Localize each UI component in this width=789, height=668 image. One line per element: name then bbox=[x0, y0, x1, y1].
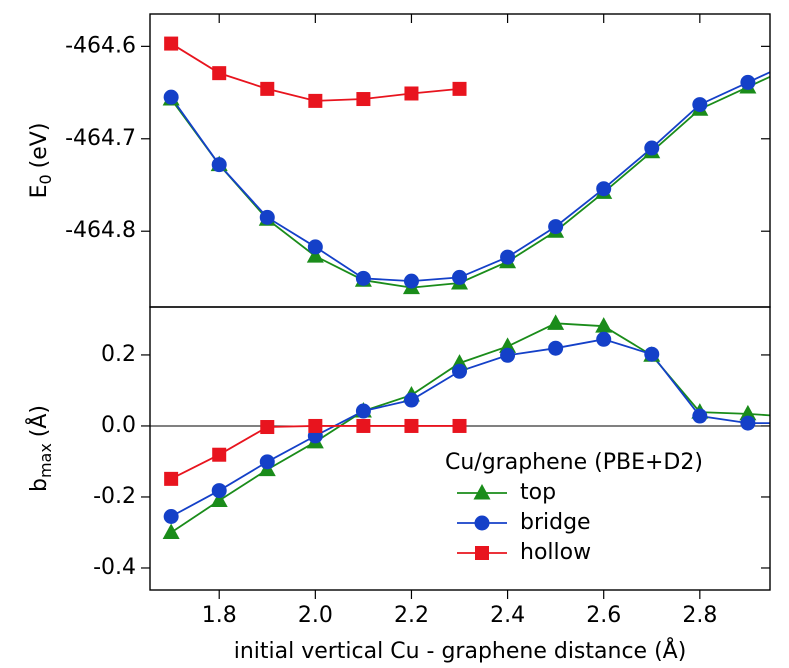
series-line bbox=[170, 71, 770, 283]
y-tick-label: -464.7 bbox=[65, 126, 136, 151]
marker bbox=[740, 415, 756, 431]
marker bbox=[452, 363, 468, 379]
x-tick-label: 2.4 bbox=[490, 603, 525, 628]
marker bbox=[548, 340, 564, 356]
series-line bbox=[170, 322, 770, 534]
marker bbox=[500, 347, 516, 363]
plot-area bbox=[162, 314, 770, 539]
marker bbox=[164, 471, 179, 486]
x-tick-label: 2.8 bbox=[682, 603, 717, 628]
marker bbox=[260, 81, 275, 96]
marker bbox=[740, 74, 756, 90]
marker bbox=[473, 484, 491, 500]
plot-frame bbox=[149, 306, 771, 591]
marker bbox=[211, 157, 227, 173]
y-tick-label: -0.2 bbox=[93, 484, 136, 509]
plot-frame bbox=[149, 13, 771, 308]
y-axis-label-main: E bbox=[27, 185, 52, 199]
marker bbox=[163, 508, 179, 524]
marker bbox=[452, 418, 467, 433]
marker bbox=[452, 269, 468, 285]
marker bbox=[404, 86, 419, 101]
x-tick-label: 2.2 bbox=[394, 603, 429, 628]
legend-label: top bbox=[520, 480, 556, 505]
marker bbox=[308, 418, 323, 433]
x-tick-label: 2.0 bbox=[298, 603, 333, 628]
marker bbox=[355, 403, 371, 419]
y-tick-label: -464.8 bbox=[65, 218, 136, 243]
marker bbox=[356, 92, 371, 107]
marker bbox=[306, 247, 324, 263]
marker bbox=[307, 239, 323, 255]
marker bbox=[212, 447, 227, 462]
marker bbox=[644, 346, 660, 362]
x-tick-label: 2.6 bbox=[586, 603, 621, 628]
marker bbox=[595, 317, 613, 333]
marker bbox=[403, 273, 419, 289]
legend-label: bridge bbox=[520, 510, 591, 535]
marker bbox=[164, 36, 179, 51]
marker bbox=[356, 418, 371, 433]
marker bbox=[452, 81, 467, 96]
series-line bbox=[170, 338, 770, 518]
x-axis-label: initial vertical Cu - graphene distance … bbox=[234, 637, 687, 664]
marker bbox=[260, 420, 275, 435]
legend-label: hollow bbox=[520, 540, 591, 565]
x-tick-label: 1.8 bbox=[202, 603, 237, 628]
y-tick-label: -0.4 bbox=[93, 555, 136, 580]
marker bbox=[474, 515, 490, 531]
marker bbox=[211, 483, 227, 499]
marker bbox=[739, 404, 757, 421]
marker bbox=[475, 546, 489, 560]
y-axis-label: E0 (eV) bbox=[27, 123, 55, 199]
y-axis-label-sub: max bbox=[36, 443, 55, 478]
marker bbox=[692, 97, 708, 113]
y-axis-label-unit: (Å) bbox=[25, 405, 52, 437]
marker bbox=[404, 418, 419, 433]
plot-area bbox=[162, 36, 770, 295]
y-axis-label-sub: 0 bbox=[36, 174, 55, 184]
marker bbox=[259, 209, 275, 225]
marker bbox=[212, 66, 227, 81]
legend-title: Cu/graphene (PBE+D2) bbox=[445, 450, 703, 475]
marker bbox=[163, 89, 179, 105]
marker bbox=[499, 337, 517, 353]
marker bbox=[308, 93, 323, 108]
marker bbox=[692, 408, 708, 424]
marker bbox=[596, 331, 612, 347]
marker bbox=[259, 454, 275, 470]
y-axis-label-main: b bbox=[27, 478, 52, 492]
marker bbox=[644, 140, 660, 156]
y-axis-label: bmax (Å) bbox=[25, 405, 55, 492]
marker bbox=[596, 181, 612, 197]
y-tick-label: -464.6 bbox=[65, 33, 136, 58]
marker bbox=[210, 491, 228, 508]
y-tick-label: 0.2 bbox=[101, 342, 136, 367]
marker bbox=[162, 523, 180, 539]
y-axis-label-unit: (eV) bbox=[27, 123, 52, 169]
marker bbox=[355, 270, 371, 286]
marker bbox=[547, 314, 565, 330]
marker bbox=[500, 249, 516, 265]
marker bbox=[548, 219, 564, 235]
marker bbox=[403, 392, 419, 408]
y-tick-label: 0.0 bbox=[101, 413, 136, 438]
